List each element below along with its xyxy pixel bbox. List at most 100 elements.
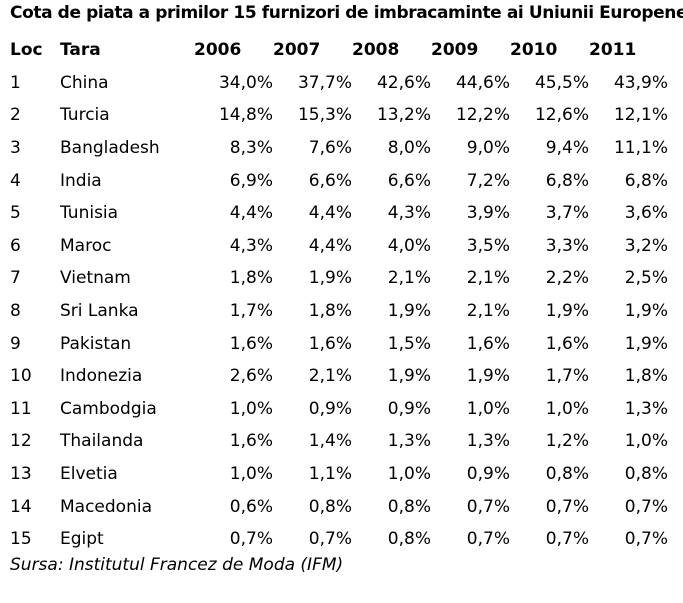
cell-2010: 2,2%	[545, 268, 589, 289]
cell-2011: 1,8%	[624, 366, 668, 387]
cell-2009: 0,7%	[466, 529, 510, 550]
table-row: 1 China 34,0% 37,7% 42,6% 44,6% 45,5% 43,9%	[10, 67, 668, 100]
cell-2010: 0,8%	[545, 464, 589, 485]
cell-loc: 10	[10, 366, 32, 387]
header-2009: 2009	[431, 40, 479, 61]
cell-2011: 2,5%	[624, 268, 668, 289]
cell-tara: Sri Lanka	[60, 301, 139, 322]
cell-2010: 1,9%	[545, 301, 589, 322]
cell-2007: 1,8%	[308, 301, 352, 322]
cell-tara: Elvetia	[60, 464, 118, 485]
cell-2011: 1,9%	[624, 301, 668, 322]
cell-2006: 1,6%	[229, 333, 273, 354]
cell-2007: 37,7%	[297, 72, 352, 93]
cell-2011: 1,3%	[624, 398, 668, 419]
cell-2010: 1,2%	[545, 431, 589, 452]
cell-2010: 12,6%	[534, 105, 589, 126]
cell-loc: 6	[10, 235, 21, 256]
table-row: 4 India 6,9% 6,6% 6,6% 7,2% 6,8% 6,8%	[10, 164, 668, 197]
cell-2006: 1,7%	[229, 301, 273, 322]
cell-tara: Turcia	[60, 105, 110, 126]
cell-tara: Egipt	[60, 529, 104, 550]
cell-2006: 1,6%	[229, 431, 273, 452]
cell-2006: 6,9%	[229, 170, 273, 191]
header-row: Loc Tara 2006 2007 2008 2009 2010 2011	[10, 34, 668, 67]
cell-tara: Indonezia	[60, 366, 143, 387]
cell-tara: Macedonia	[60, 496, 152, 517]
cell-2007: 2,1%	[308, 366, 352, 387]
table-row: 14 Macedonia 0,6% 0,8% 0,8% 0,7% 0,7% 0,7%	[10, 490, 668, 523]
header-2008: 2008	[352, 40, 400, 61]
cell-2007: 0,8%	[308, 496, 352, 517]
cell-loc: 3	[10, 138, 21, 159]
cell-tara: Maroc	[60, 235, 112, 256]
cell-2011: 12,1%	[613, 105, 668, 126]
cell-2008: 1,3%	[387, 431, 431, 452]
cell-tara: India	[60, 170, 102, 191]
cell-2006: 1,0%	[229, 464, 273, 485]
cell-2006: 14,8%	[218, 105, 273, 126]
table-row: 2 Turcia 14,8% 15,3% 13,2% 12,2% 12,6% 12,1%	[10, 99, 668, 132]
cell-tara: Tunisia	[60, 203, 119, 224]
table-row: 12 Thailanda 1,6% 1,4% 1,3% 1,3% 1,2% 1,0%	[10, 425, 668, 458]
cell-tara: Pakistan	[60, 333, 132, 354]
table-row: 8 Sri Lanka 1,7% 1,8% 1,9% 2,1% 1,9% 1,9%	[10, 295, 668, 328]
cell-2009: 3,5%	[466, 235, 510, 256]
cell-2009: 1,3%	[466, 431, 510, 452]
cell-2007: 1,1%	[308, 464, 352, 485]
cell-2009: 12,2%	[455, 105, 510, 126]
table-row: 10 Indonezia 2,6% 2,1% 1,9% 1,9% 1,7% 1,8%	[10, 360, 668, 393]
cell-2007: 6,6%	[308, 170, 352, 191]
cell-tara: Thailanda	[60, 431, 144, 452]
cell-tara: Bangladesh	[60, 138, 160, 159]
cell-2009: 1,0%	[466, 398, 510, 419]
header-2006: 2006	[194, 40, 242, 61]
cell-2006: 8,3%	[229, 138, 273, 159]
cell-loc: 1	[10, 72, 21, 93]
table-row: 15 Egipt 0,7% 0,7% 0,8% 0,7% 0,7% 0,7%	[10, 523, 668, 556]
cell-loc: 4	[10, 170, 21, 191]
cell-2010: 0,7%	[545, 529, 589, 550]
cell-2009: 1,9%	[466, 366, 510, 387]
table-row: 13 Elvetia 1,0% 1,1% 1,0% 0,9% 0,8% 0,8%	[10, 458, 668, 491]
header-2010: 2010	[510, 40, 558, 61]
cell-2010: 9,4%	[545, 138, 589, 159]
cell-2009: 0,9%	[466, 464, 510, 485]
cell-2011: 1,0%	[624, 431, 668, 452]
cell-2008: 1,9%	[387, 366, 431, 387]
cell-2009: 0,7%	[466, 496, 510, 517]
cell-2007: 1,6%	[308, 333, 352, 354]
table-row: 6 Maroc 4,3% 4,4% 4,0% 3,5% 3,3% 3,2%	[10, 230, 668, 263]
cell-2010: 1,6%	[545, 333, 589, 354]
header-2011: 2011	[589, 40, 637, 61]
cell-2008: 0,8%	[387, 496, 431, 517]
cell-2007: 0,7%	[308, 529, 352, 550]
cell-2010: 3,7%	[545, 203, 589, 224]
cell-loc: 7	[10, 268, 21, 289]
cell-tara: Vietnam	[60, 268, 131, 289]
cell-tara: Cambodgia	[60, 398, 157, 419]
table-row: 3 Bangladesh 8,3% 7,6% 8,0% 9,0% 9,4% 11,1%	[10, 132, 668, 165]
table-title: Cota de piata a primilor 15 furnizori de…	[10, 3, 683, 23]
cell-loc: 8	[10, 301, 21, 322]
cell-2007: 15,3%	[297, 105, 352, 126]
cell-2008: 0,8%	[387, 529, 431, 550]
cell-2010: 6,8%	[545, 170, 589, 191]
cell-2007: 7,6%	[308, 138, 352, 159]
cell-2007: 1,9%	[308, 268, 352, 289]
cell-2007: 4,4%	[308, 235, 352, 256]
cell-2008: 0,9%	[387, 398, 431, 419]
cell-2010: 0,7%	[545, 496, 589, 517]
cell-loc: 9	[10, 333, 21, 354]
header-2007: 2007	[273, 40, 321, 61]
cell-2011: 0,7%	[624, 529, 668, 550]
cell-2009: 9,0%	[466, 138, 510, 159]
cell-2008: 13,2%	[376, 105, 431, 126]
cell-2008: 1,9%	[387, 301, 431, 322]
cell-2008: 4,0%	[387, 235, 431, 256]
cell-loc: 14	[10, 496, 32, 517]
cell-2008: 1,0%	[387, 464, 431, 485]
cell-loc: 13	[10, 464, 32, 485]
cell-2009: 7,2%	[466, 170, 510, 191]
